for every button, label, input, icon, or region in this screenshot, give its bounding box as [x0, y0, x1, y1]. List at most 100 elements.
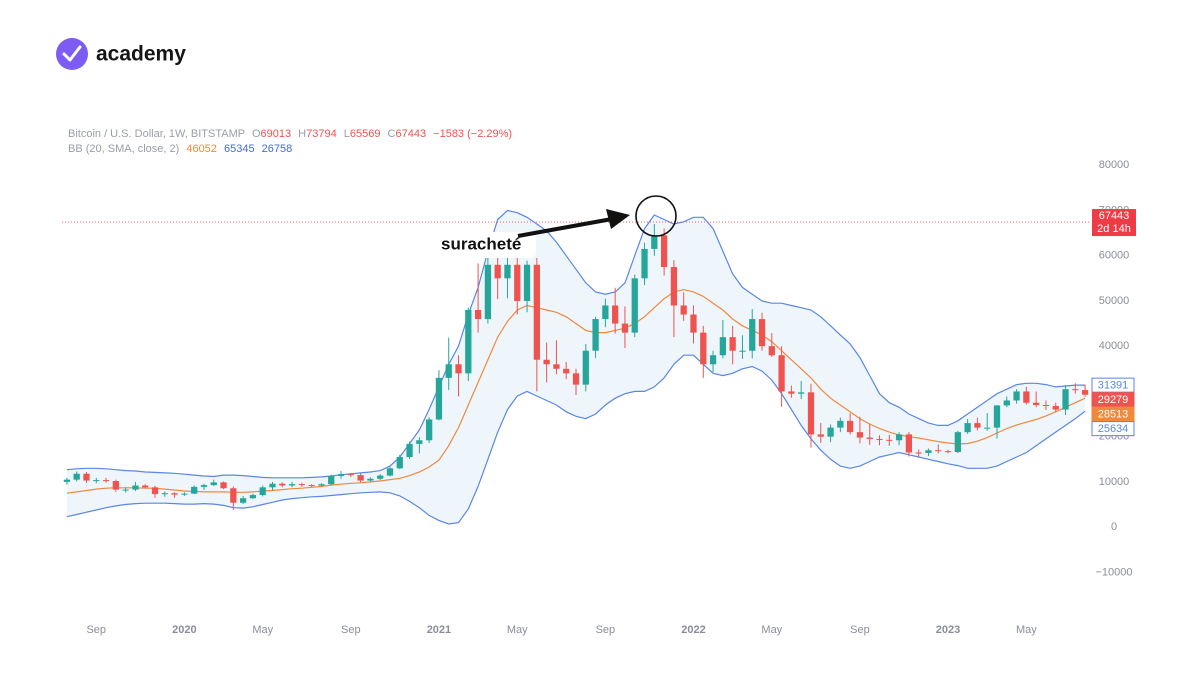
- candle-body: [347, 474, 354, 476]
- candle-body: [1033, 402, 1040, 405]
- candle-body: [474, 310, 482, 320]
- annotation-circle: [635, 195, 677, 237]
- symbol-title: Bitcoin / U.S. Dollar, 1W, BITSTAMP: [68, 128, 245, 140]
- candle-body: [719, 337, 726, 356]
- candle-body: [484, 264, 492, 320]
- candle-body: [396, 457, 403, 469]
- candle-body: [641, 248, 648, 279]
- last-value-label: 31391: [1098, 380, 1129, 392]
- candle-body: [406, 443, 413, 458]
- candle-body: [553, 364, 560, 369]
- candle-body: [670, 267, 678, 306]
- x-tick-label: 2021: [427, 624, 451, 636]
- candle-body: [514, 264, 521, 301]
- last-value-bg: [1091, 421, 1135, 437]
- bb-upper: [66, 209, 1086, 479]
- candle-body: [876, 438, 883, 440]
- ohlc-label: O: [252, 128, 261, 140]
- y-tick-label: 40000: [1099, 340, 1130, 352]
- candle-body: [435, 377, 443, 420]
- ohlc-label: C: [388, 128, 396, 140]
- ohlc-label: L: [344, 128, 350, 140]
- symbol-header: Bitcoin / U.S. Dollar, 1W, BITSTAMP O690…: [68, 128, 512, 140]
- annotation-arrowhead: [606, 209, 630, 229]
- brand-name: academy: [96, 43, 186, 66]
- candle-body: [151, 487, 159, 495]
- candle-body: [102, 480, 110, 482]
- candle-body: [954, 432, 961, 453]
- candle-body: [269, 483, 276, 488]
- annotation: suracheté: [436, 195, 677, 258]
- candle-body: [73, 473, 80, 480]
- candle-body: [974, 423, 981, 428]
- logo-icon: [56, 38, 88, 70]
- candle-body: [504, 264, 511, 279]
- candle-body: [827, 427, 834, 437]
- candle-body: [112, 481, 119, 490]
- candle-body: [494, 264, 501, 279]
- candle-body: [416, 440, 423, 444]
- candle-body: [964, 423, 971, 433]
- candle-body: [866, 437, 873, 439]
- candle-body: [279, 483, 286, 486]
- candle-body: [220, 482, 227, 489]
- candle-body: [181, 493, 188, 495]
- candle-body: [984, 427, 991, 429]
- indicator-value: 26758: [262, 143, 293, 155]
- x-tick-label: Sep: [86, 624, 106, 636]
- candle-body: [249, 495, 257, 499]
- candle-body: [905, 434, 913, 453]
- candle-body: [357, 475, 364, 481]
- candle-body: [445, 364, 452, 378]
- candle-body: [729, 337, 736, 351]
- y-tick-label: 80000: [1099, 159, 1130, 171]
- indicator-value: 65345: [224, 143, 255, 155]
- candle-body: [455, 364, 462, 374]
- candle-body: [798, 392, 805, 394]
- candle-body: [298, 484, 305, 486]
- logo-check: [62, 45, 82, 62]
- candle-body: [318, 484, 325, 486]
- annotation-bg: [436, 232, 536, 258]
- brand-logo[interactable]: academy: [56, 38, 186, 70]
- candle-body: [572, 373, 580, 385]
- candle-body: [651, 235, 658, 249]
- candle-body: [886, 439, 893, 441]
- candle-body: [63, 479, 71, 482]
- candle-body: [1023, 391, 1030, 403]
- ohlc-value: 73794: [306, 128, 337, 140]
- candle-body: [533, 264, 540, 360]
- candle-body: [523, 264, 531, 301]
- candle-body: [308, 485, 315, 487]
- x-tick-label: 2022: [681, 624, 705, 636]
- candle-body: [161, 493, 168, 495]
- candle-body: [543, 359, 550, 365]
- x-tick-label: Sep: [850, 624, 870, 636]
- candle-body: [367, 478, 374, 481]
- candle-body: [817, 434, 824, 437]
- candle-body: [171, 493, 178, 495]
- candle-body: [200, 485, 208, 487]
- candle-body: [837, 420, 844, 428]
- countdown: 2d 14h: [1097, 223, 1131, 235]
- candle-body: [915, 452, 922, 454]
- y-tick-label: 0: [1111, 521, 1117, 533]
- candle-body: [680, 305, 687, 315]
- candle-body: [925, 450, 932, 453]
- candle-body: [1072, 389, 1079, 391]
- candle-body: [778, 355, 785, 392]
- candle-body: [386, 468, 394, 476]
- candle-body: [807, 392, 815, 435]
- last-value-label: 28513: [1098, 409, 1129, 421]
- x-tick-label: Sep: [341, 624, 361, 636]
- candle-body: [758, 319, 766, 347]
- y-tick-label: 10000: [1099, 476, 1130, 488]
- candle-body: [83, 473, 90, 481]
- candle-body: [191, 486, 198, 494]
- candle-body: [328, 476, 335, 485]
- x-tick-label: May: [761, 624, 782, 636]
- indicator-header: BB (20, SMA, close, 2) 46052 65345 26758: [68, 143, 292, 155]
- candle-body: [122, 489, 129, 491]
- price-label-bg: [1092, 209, 1136, 237]
